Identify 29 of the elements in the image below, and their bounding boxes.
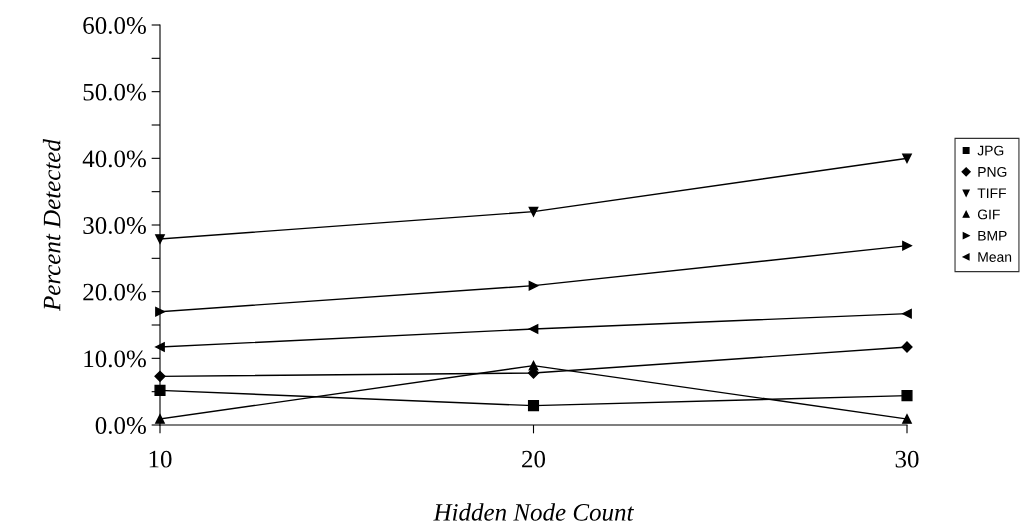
y-axis-title: Percent Detected (42, 139, 61, 312)
legend-label: TIFF (977, 188, 1007, 198)
legend-label: JPG (977, 145, 1004, 156)
point (901, 390, 913, 402)
point (155, 342, 165, 352)
y-tick-label: 20.0% (83, 283, 146, 301)
y-tick-label: 50.0% (83, 83, 146, 101)
point (528, 206, 539, 217)
legend-label: BMP (978, 230, 1007, 241)
x-tick-label: 10 (149, 450, 172, 468)
point (902, 308, 912, 319)
legend-label: PNG (978, 166, 1007, 177)
point (527, 400, 540, 412)
point (902, 153, 912, 164)
y-tick-label: 0.0% (95, 417, 146, 435)
y-tick-label: 40.0% (82, 150, 146, 168)
point (902, 414, 912, 424)
legend-label: GIF (977, 209, 1000, 220)
point (528, 324, 539, 334)
y-tick-label: 60.0% (83, 17, 146, 35)
point (902, 240, 912, 251)
y-tick-label: 10.0% (84, 350, 146, 368)
x-axis-title: Hidden Node Count (433, 503, 634, 521)
point (528, 360, 539, 371)
y-tick-label: 30.0% (83, 217, 146, 235)
x-tick-label: 30 (895, 450, 919, 468)
x-tick-label: 20 (522, 450, 546, 468)
point (528, 280, 539, 291)
legend-label: Mean (978, 252, 1012, 262)
